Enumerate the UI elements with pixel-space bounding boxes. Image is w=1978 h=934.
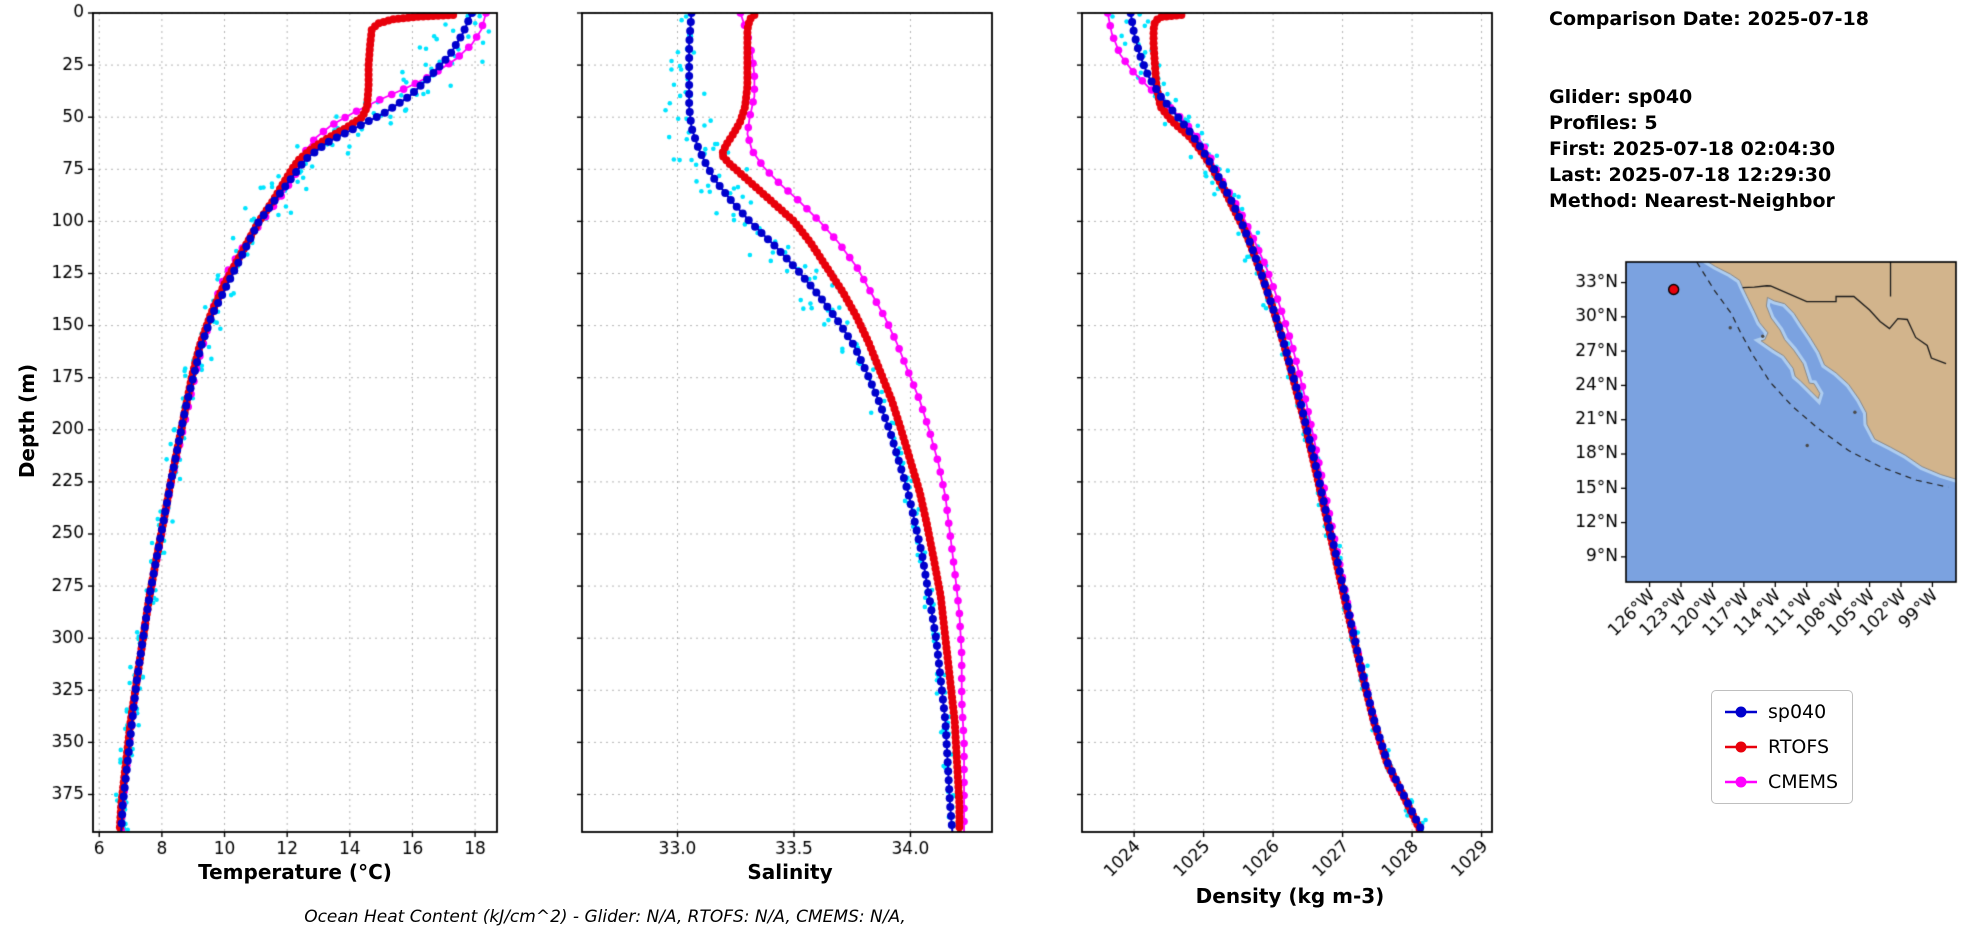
cmems-line-marker-swatch <box>1725 776 1757 788</box>
method-line: Method: Nearest-Neighbor <box>1549 190 1835 212</box>
comparison-date-line: Comparison Date: 2025-07-18 <box>1549 8 1869 30</box>
legend-label-rtofs: RTOFS <box>1768 736 1830 758</box>
depth-axis-label: Depth (m) <box>15 363 39 479</box>
glider-id-line: Glider: sp040 <box>1549 86 1693 108</box>
comparison-info-block: Comparison Date: 2025-07-18 Glider: sp04… <box>1549 6 1969 214</box>
ocean-heat-content-caption: Ocean Heat Content (kJ/cm^2) - Glider: N… <box>304 907 906 927</box>
rtofs-line-marker-swatch <box>1725 741 1757 753</box>
legend-entry-rtofs: RTOFS <box>1722 733 1838 761</box>
legend-label-sp040: sp040 <box>1768 701 1827 723</box>
legend-box: sp040 RTOFS CMEMS <box>1711 690 1854 804</box>
legend-entry-cmems: CMEMS <box>1722 768 1838 796</box>
salinity-axis-title: Salinity <box>747 860 833 884</box>
legend-entry-sp040: sp040 <box>1722 698 1838 726</box>
sp040-line-marker-swatch <box>1725 706 1757 718</box>
location-map <box>1626 262 1956 582</box>
legend-label-cmems: CMEMS <box>1768 771 1839 793</box>
first-time-line: First: 2025-07-18 02:04:30 <box>1549 138 1836 160</box>
profiles-line: Profiles: 5 <box>1549 112 1658 134</box>
density-axis-title: Density (kg m-3) <box>1195 884 1385 908</box>
temperature-axis-title: Temperature (°C) <box>198 860 392 884</box>
last-time-line: Last: 2025-07-18 12:29:30 <box>1549 164 1832 186</box>
